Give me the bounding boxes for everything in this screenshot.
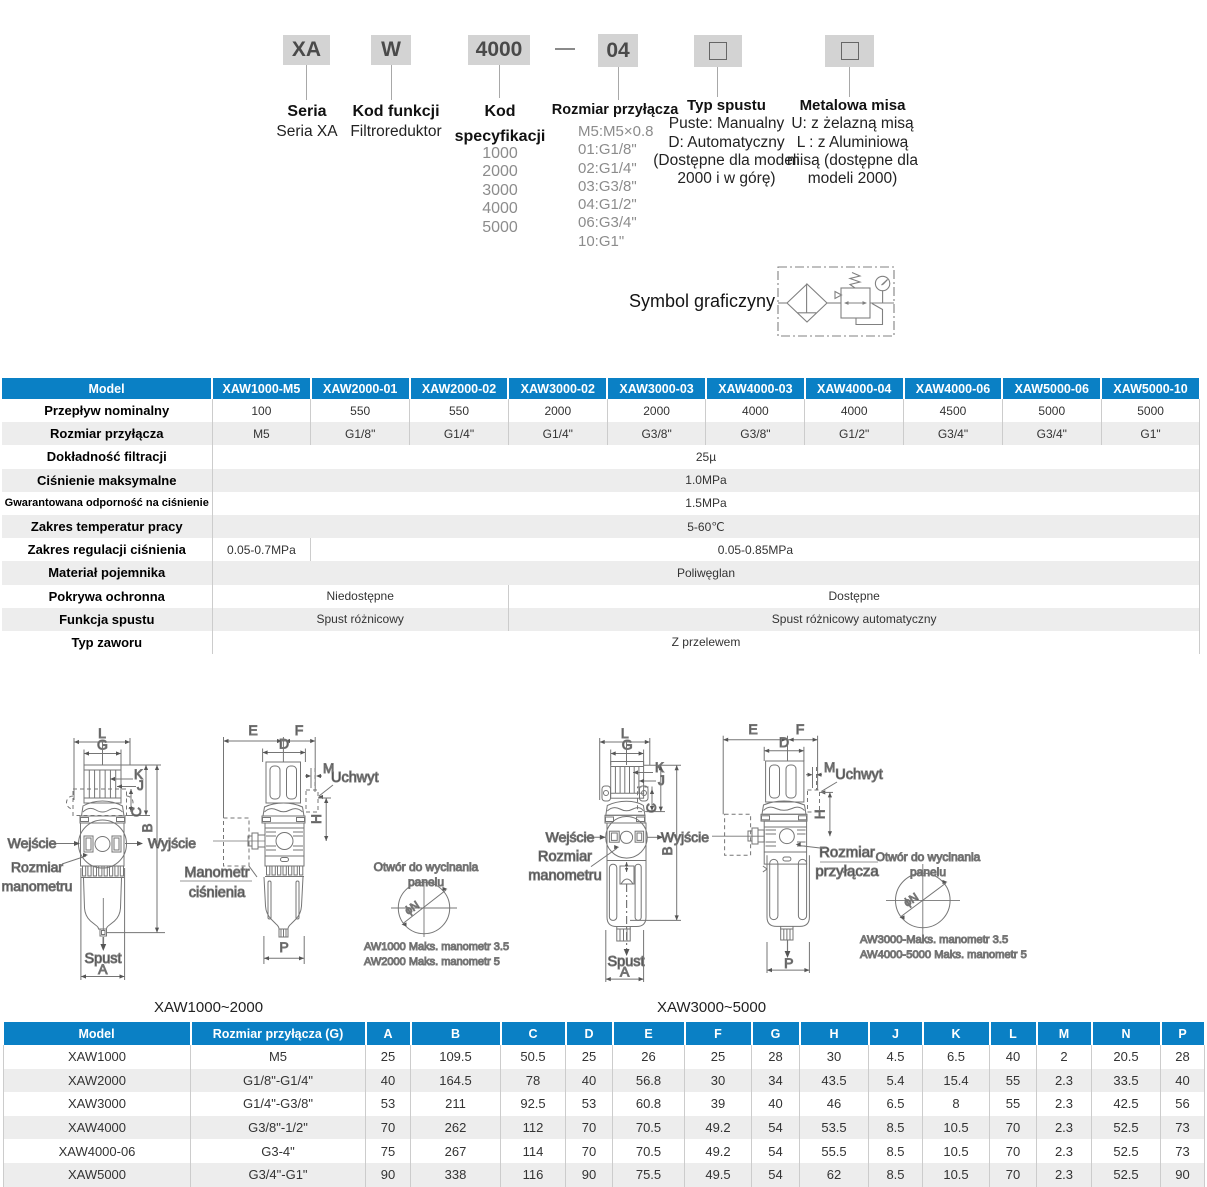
svg-text:Wejście: Wejście [8, 835, 57, 851]
svg-text:K: K [134, 767, 143, 782]
svg-text:Uchwyt: Uchwyt [835, 767, 883, 783]
svg-text:M: M [323, 761, 334, 776]
svg-text:A: A [98, 961, 108, 977]
svg-text:J: J [137, 778, 144, 793]
svg-text:ϕN: ϕN [403, 899, 422, 917]
svg-text:K: K [655, 760, 664, 775]
svg-text:Wejście: Wejście [546, 829, 595, 845]
svg-text:C: C [644, 803, 659, 813]
svg-text:Rozmiar: Rozmiar [11, 859, 63, 875]
svg-text:A: A [620, 964, 630, 980]
svg-text:ciśnienia: ciśnienia [189, 885, 246, 901]
svg-text:E: E [748, 721, 757, 737]
svg-text:Wyjście: Wyjście [148, 835, 196, 851]
svg-text:L: L [98, 725, 106, 741]
svg-text:panelu: panelu [910, 865, 946, 879]
svg-text:manometru: manometru [2, 878, 73, 894]
svg-text:F: F [295, 722, 304, 738]
svg-text:Rozmiar: Rozmiar [819, 844, 875, 861]
svg-text:Spust: Spust [84, 951, 121, 967]
svg-text:B: B [660, 846, 675, 855]
svg-text:L: L [621, 725, 629, 741]
svg-text:P: P [279, 939, 288, 955]
svg-text:Manometr: Manometr [184, 865, 249, 881]
svg-text:Otwór do wycinania: Otwór do wycinania [876, 850, 981, 864]
svg-text:Otwór do wycinania: Otwór do wycinania [374, 860, 479, 874]
svg-text:D: D [779, 734, 789, 750]
svg-text:panelu: panelu [408, 875, 444, 889]
svg-text:Rozmiar: Rozmiar [538, 849, 592, 865]
svg-text:H: H [812, 809, 827, 819]
svg-text:AW4000-5000 Maks. manometr 5: AW4000-5000 Maks. manometr 5 [860, 949, 1027, 961]
svg-text:E: E [248, 722, 257, 738]
svg-text:B: B [140, 823, 155, 832]
svg-text:D: D [279, 736, 289, 752]
svg-text:P: P [784, 955, 793, 971]
svg-text:ϕN: ϕN [902, 891, 921, 909]
svg-text:AW2000 Maks. manometr 5: AW2000 Maks. manometr 5 [364, 956, 500, 968]
svg-text:AW1000 Maks. manometr 3.5: AW1000 Maks. manometr 3.5 [364, 941, 509, 953]
svg-text:Spust: Spust [607, 954, 644, 970]
svg-text:Uchwyt: Uchwyt [331, 770, 379, 786]
svg-text:H: H [309, 814, 324, 824]
svg-text:J: J [658, 773, 665, 788]
svg-text:C: C [129, 807, 144, 817]
svg-text:G: G [622, 737, 633, 753]
svg-text:AW3000-Maks. manometr 3.5: AW3000-Maks. manometr 3.5 [860, 934, 1008, 946]
svg-text:przyłącza: przyłącza [815, 863, 879, 880]
svg-text:F: F [796, 721, 805, 737]
svg-text:M: M [824, 760, 835, 775]
svg-text:manometru: manometru [528, 868, 601, 884]
svg-text:Wyjście: Wyjście [661, 829, 709, 845]
